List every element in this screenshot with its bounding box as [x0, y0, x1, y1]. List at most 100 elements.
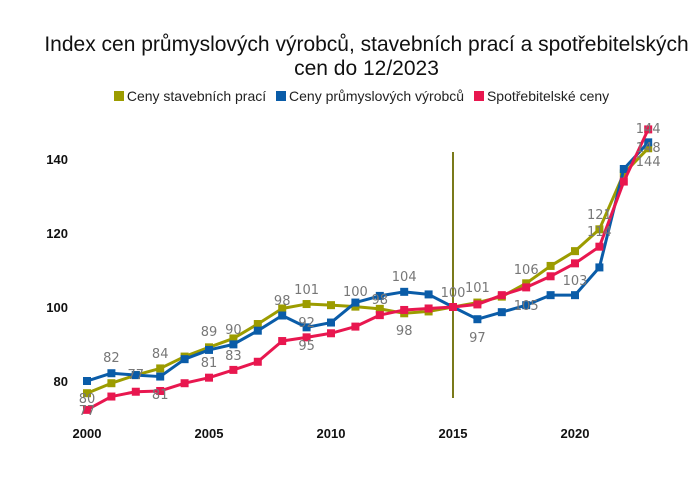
- data-point: [424, 290, 433, 299]
- data-point: [253, 326, 262, 335]
- data-point: [375, 291, 384, 300]
- data-point: [424, 304, 433, 313]
- data-point: [375, 304, 384, 313]
- x-tick-label: 2000: [73, 426, 102, 441]
- data-point: [400, 305, 409, 314]
- chart-title: Index cen průmyslových výrobců, stavební…: [0, 33, 693, 81]
- data-point: [400, 287, 409, 296]
- data-point: [229, 365, 238, 374]
- data-label: 103: [563, 274, 588, 289]
- data-label: 84: [152, 347, 169, 362]
- data-label: 121: [587, 208, 612, 223]
- data-point: [278, 304, 287, 313]
- chart-title-line-2: cen do 12/2023: [294, 57, 439, 80]
- series-line: [86, 147, 650, 395]
- y-tick-label: 120: [46, 226, 68, 241]
- data-label: 95: [298, 339, 315, 354]
- data-label: 92: [298, 316, 315, 331]
- data-point: [131, 371, 140, 380]
- data-point: [156, 372, 165, 381]
- legend-swatch: [276, 91, 287, 101]
- data-label: 106: [514, 263, 539, 278]
- data-point: [619, 164, 628, 173]
- data-label: 81: [201, 356, 218, 371]
- data-point: [229, 340, 238, 349]
- x-tick-label: 2010: [317, 426, 346, 441]
- data-point: [644, 125, 653, 134]
- legend-item-construction[interactable]: Ceny stavebních prací: [113, 88, 267, 104]
- data-point: [546, 291, 555, 300]
- data-label: 144: [636, 155, 661, 170]
- legend-label: Spotřebitelské ceny: [486, 88, 610, 104]
- legend-item-industrial[interactable]: Ceny průmyslových výrobců: [276, 88, 464, 104]
- data-label: 89: [201, 325, 218, 340]
- data-point: [229, 334, 238, 343]
- data-point: [278, 337, 287, 346]
- data-label: 98: [372, 293, 389, 308]
- data-label: 101: [465, 281, 490, 296]
- data-point: [107, 392, 116, 401]
- chart-title-line-1: Index cen průmyslových výrobců, stavební…: [44, 33, 689, 56]
- data-point: [327, 301, 335, 310]
- data-point: [473, 315, 482, 324]
- x-tick-label: 2015: [439, 426, 468, 441]
- data-point: [351, 298, 360, 307]
- data-point: [351, 302, 360, 311]
- data-point: [107, 379, 116, 388]
- legend-item-consumer[interactable]: Spotřebitelské ceny: [473, 88, 610, 104]
- data-point: [375, 311, 384, 320]
- data-label: 148: [636, 141, 661, 156]
- data-point: [595, 225, 604, 234]
- legend-swatch: [473, 91, 484, 101]
- data-point: [327, 329, 335, 338]
- data-point: [522, 301, 531, 310]
- series-line: [86, 128, 650, 412]
- data-point: [644, 144, 653, 153]
- data-point: [180, 355, 189, 364]
- data-point: [83, 377, 91, 385]
- data-point: [449, 303, 457, 311]
- data-label: 97: [469, 331, 486, 346]
- data-point: [473, 300, 482, 309]
- data-point: [302, 300, 311, 309]
- data-point: [522, 279, 531, 288]
- x-tick-label: 2005: [195, 426, 224, 441]
- data-point: [644, 138, 653, 147]
- data-label: 101: [294, 283, 319, 298]
- data-label: 82: [103, 351, 120, 366]
- data-label: 100: [343, 285, 368, 300]
- legend: Ceny stavebních prací Ceny průmyslových …: [0, 88, 693, 104]
- series-2: [83, 125, 653, 414]
- data-point: [205, 373, 213, 382]
- data-point: [83, 389, 91, 398]
- series-1: [83, 138, 653, 385]
- data-label: 77: [128, 368, 145, 383]
- data-point: [327, 318, 335, 327]
- x-tick-label: 2020: [561, 426, 590, 441]
- data-point: [595, 242, 604, 251]
- data-point: [546, 261, 555, 270]
- data-point: [497, 308, 506, 317]
- series-line: [86, 141, 650, 383]
- legend-label: Ceny průmyslových výrobců: [289, 88, 465, 104]
- y-tick-label: 140: [46, 152, 68, 167]
- data-point: [571, 259, 579, 268]
- data-label: 83: [225, 349, 242, 364]
- data-point: [180, 379, 189, 388]
- data-point: [107, 369, 116, 378]
- legend-label: Ceny stavebních prací: [126, 88, 267, 104]
- data-label: 100: [441, 286, 466, 301]
- data-point: [278, 311, 287, 320]
- y-tick-label: 100: [46, 300, 68, 315]
- legend-swatch: [113, 91, 124, 101]
- data-label: 98: [274, 294, 291, 309]
- data-point: [546, 272, 555, 281]
- data-label: 144: [636, 122, 661, 137]
- data-point: [302, 323, 311, 332]
- data-point: [571, 247, 579, 256]
- data-label: 98: [396, 324, 413, 339]
- data-label: 114: [587, 225, 612, 240]
- data-point: [571, 291, 579, 300]
- data-label: 90: [225, 323, 242, 338]
